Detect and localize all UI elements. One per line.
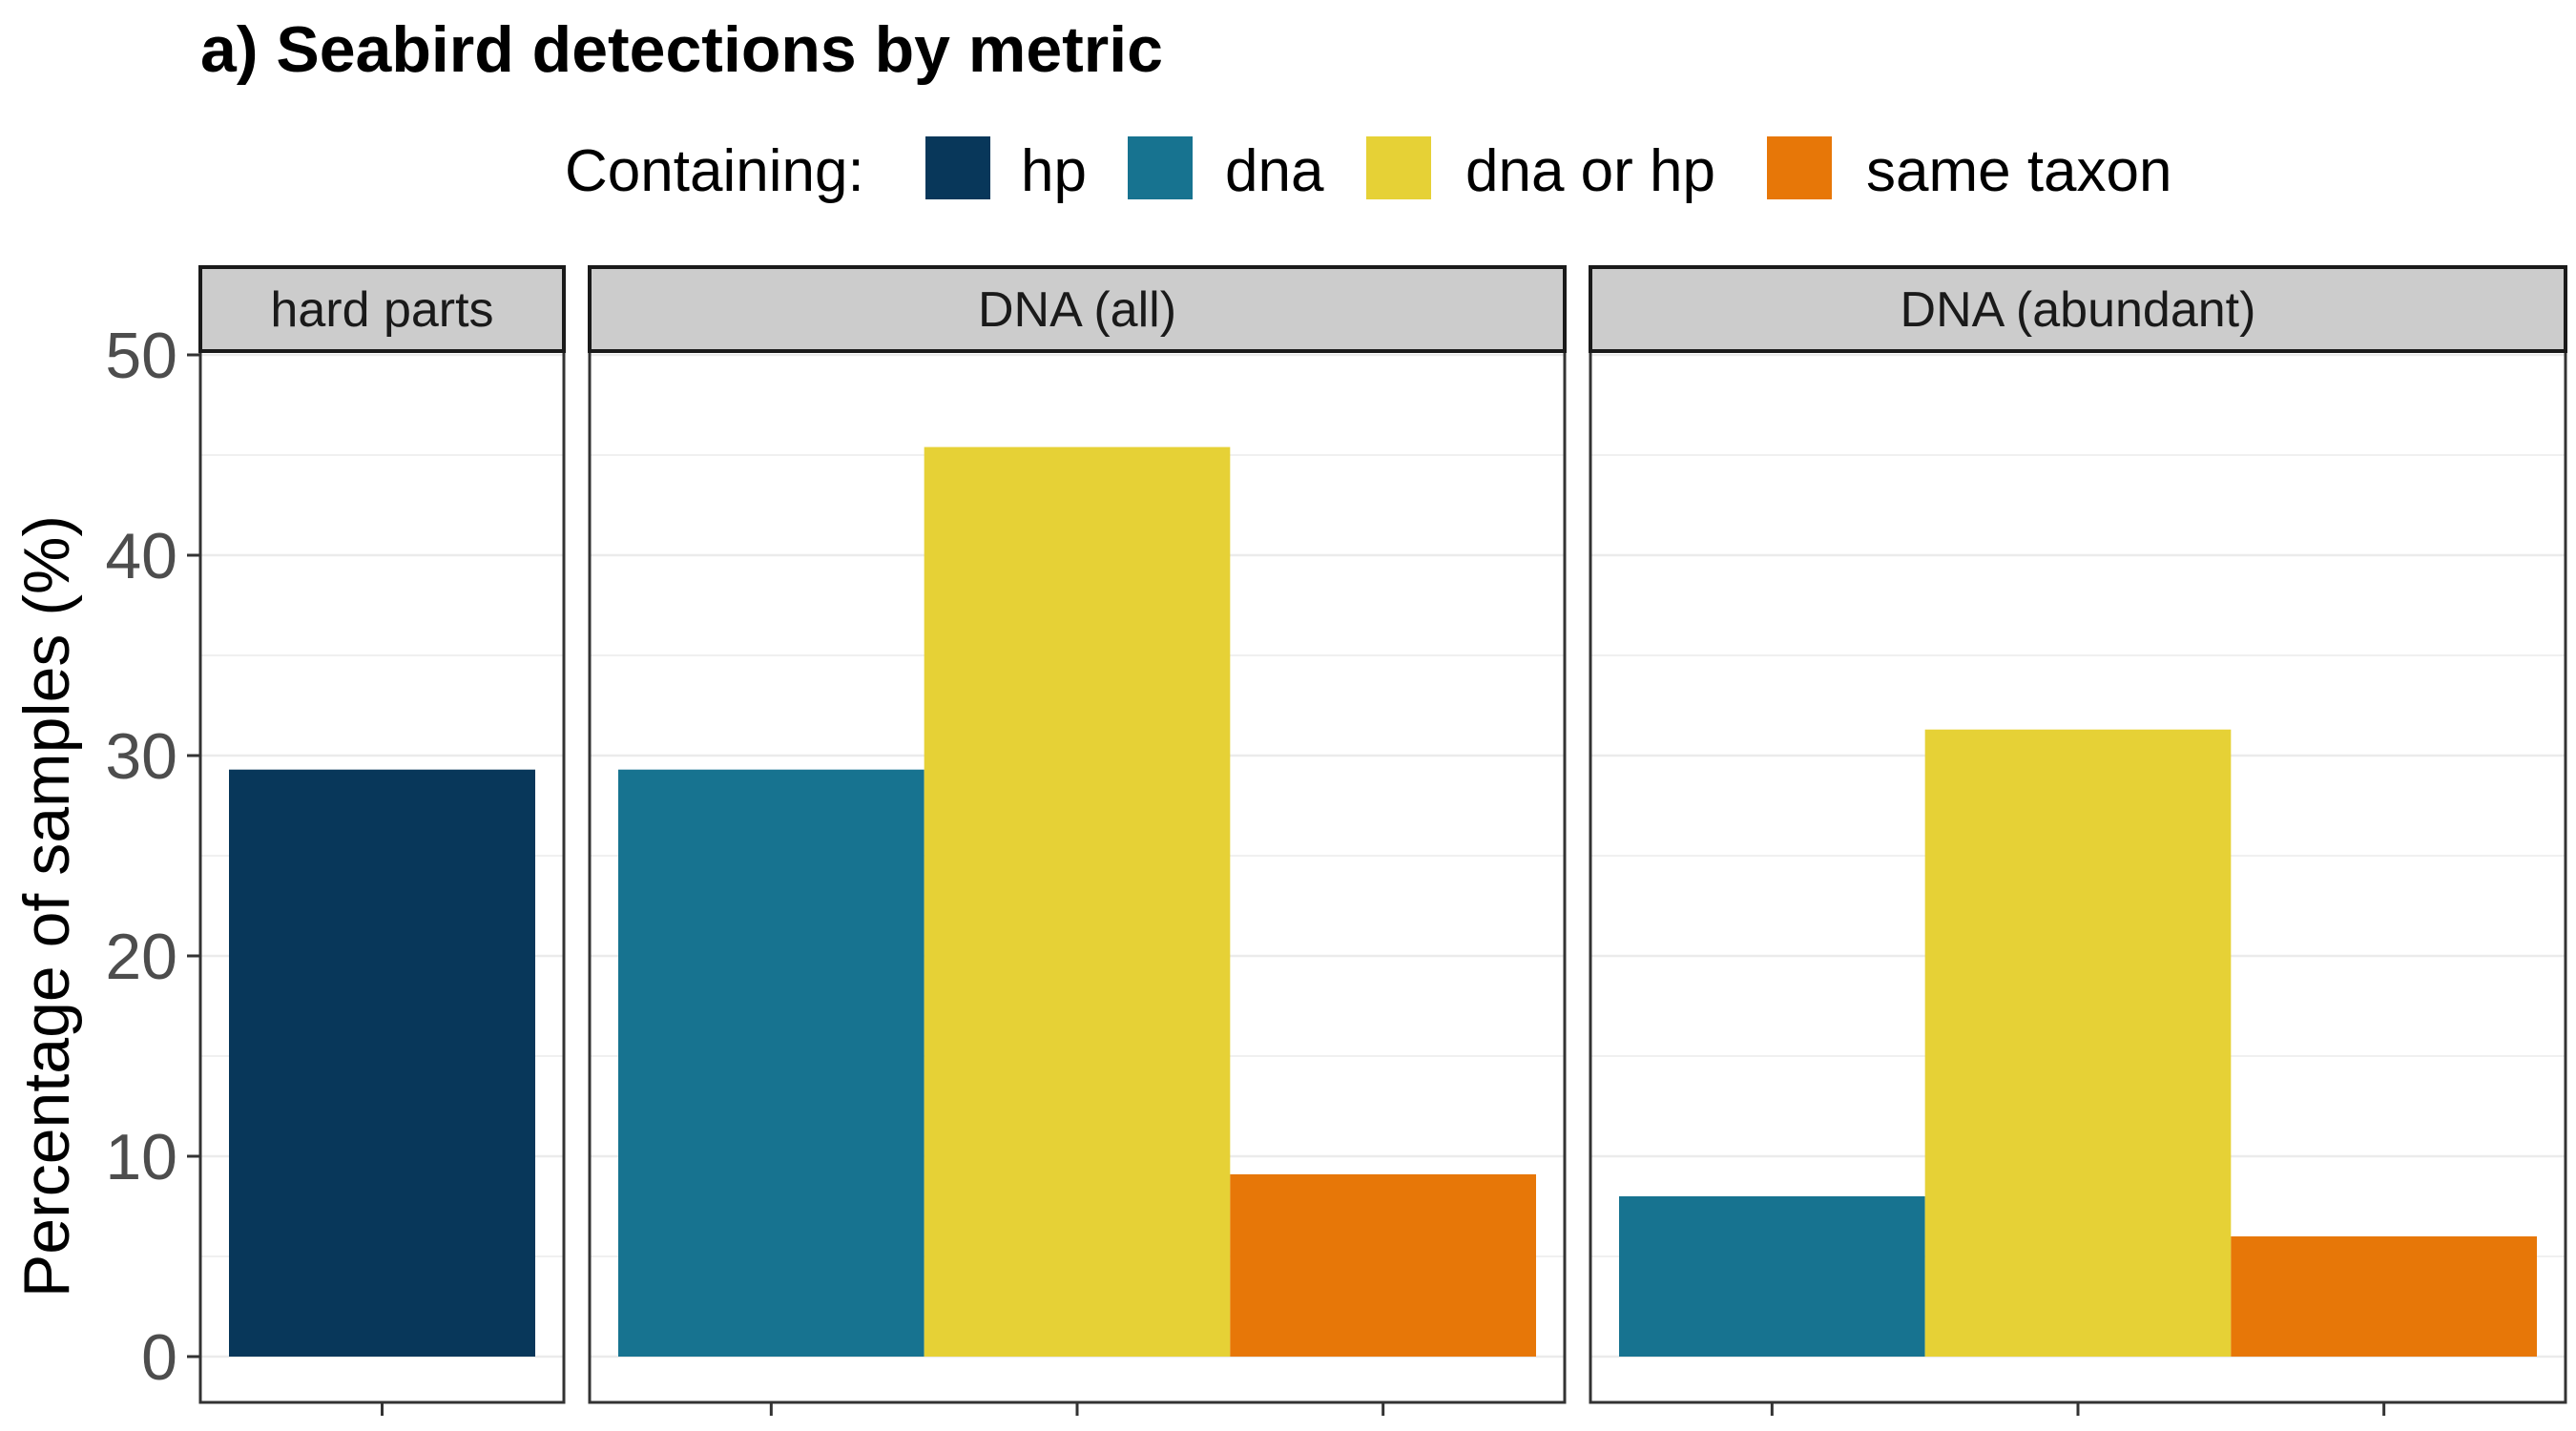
y-tick-label: 50 bbox=[105, 320, 177, 392]
y-tick-label: 10 bbox=[105, 1121, 177, 1193]
bar-hp bbox=[229, 769, 535, 1357]
y-tick-label: 40 bbox=[105, 520, 177, 592]
bar-same-taxon bbox=[1230, 1173, 1536, 1357]
chart-title: a) Seabird detections by metric bbox=[200, 13, 1163, 86]
legend-label-dna: dna bbox=[1225, 138, 1324, 204]
facet-strip-label: DNA (all) bbox=[978, 282, 1176, 338]
legend-label-same-taxon: same taxon bbox=[1866, 138, 2172, 204]
facet-panel-2: DNA (all) bbox=[588, 265, 1567, 1416]
facet-strip bbox=[588, 265, 1567, 353]
facet-panel-1: hard parts bbox=[198, 265, 566, 1416]
y-tick-label: 30 bbox=[105, 720, 177, 793]
legend-title: Containing: bbox=[565, 138, 864, 204]
legend-key-hp bbox=[925, 136, 990, 199]
facet-strip-label: hard parts bbox=[270, 282, 493, 338]
legend-label-hp: hp bbox=[1021, 138, 1087, 204]
facet-panels: hard parts DNA (all) DNA (abundant) bbox=[198, 265, 2567, 1416]
bar-dna-or-hp bbox=[924, 446, 1231, 1358]
facet-strip bbox=[1589, 265, 2567, 353]
bar-dna bbox=[1619, 1196, 1925, 1357]
bar-same-taxon bbox=[2231, 1236, 2537, 1357]
facet-panel-3: DNA (abundant) bbox=[1589, 265, 2567, 1416]
legend: Containing: hp dna dna or hp same taxon bbox=[565, 136, 2172, 204]
legend-key-same-taxon bbox=[1767, 136, 1832, 199]
y-axis-title: Percentage of samples (%) bbox=[10, 515, 83, 1297]
legend-label-dna-or-hp: dna or hp bbox=[1465, 138, 1715, 204]
facet-strip bbox=[198, 265, 566, 353]
bar-dna bbox=[618, 769, 924, 1357]
bar-dna-or-hp bbox=[1924, 729, 2232, 1357]
legend-key-dna-or-hp bbox=[1366, 136, 1431, 199]
y-tick-label: 20 bbox=[105, 921, 177, 993]
facet-strip-label: DNA (abundant) bbox=[1901, 282, 2256, 338]
y-axis: 0 10 20 30 40 50 bbox=[105, 320, 200, 1394]
y-tick-label: 0 bbox=[141, 1321, 177, 1394]
legend-key-dna bbox=[1128, 136, 1193, 199]
